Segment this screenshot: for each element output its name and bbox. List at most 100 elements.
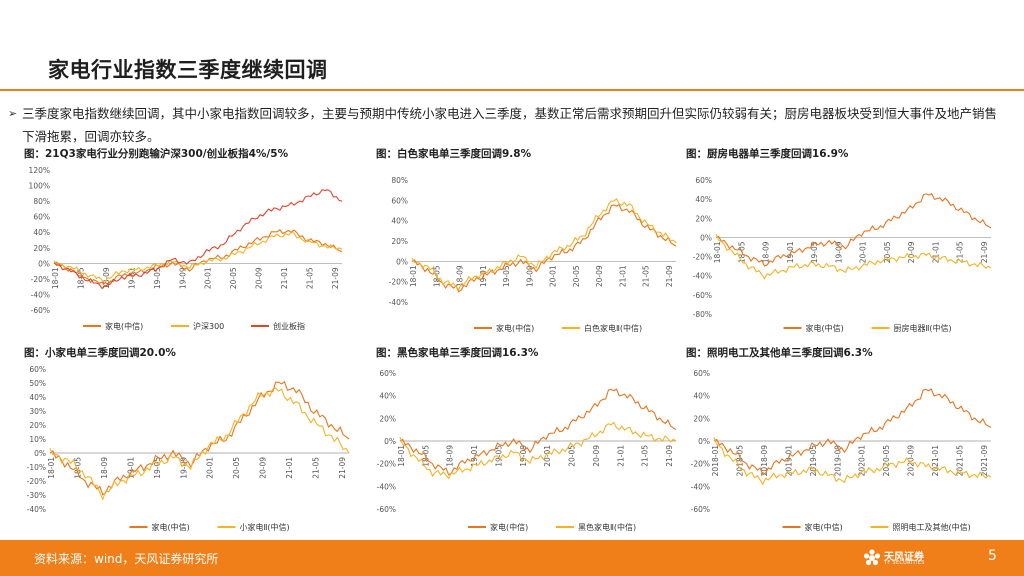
y-tick-label: 100%	[29, 182, 50, 191]
chart-title: 图：厨房电器单三季度回调16.9%	[686, 148, 849, 160]
chart-title: 图：黑色家电单三季度回调16.3%	[376, 347, 539, 359]
y-tick-label: 40%	[695, 195, 712, 204]
y-tick-label: -60%	[31, 306, 50, 315]
x-tick-label: 19-01	[786, 241, 795, 263]
x-tick-label: 18-09	[446, 445, 455, 467]
x-tick-label: 2020-05	[882, 445, 891, 477]
y-tick-label: 80%	[391, 176, 408, 185]
x-tick-label: 20-05	[883, 241, 892, 263]
x-tick-label: 18-01	[397, 445, 406, 467]
x-tick-label: 18-05	[73, 457, 82, 479]
y-tick-label: 50%	[29, 379, 46, 388]
x-tick-label: 18-01	[51, 267, 60, 289]
x-tick-label: 2018-01	[711, 445, 720, 477]
x-tick-label: 21-09	[338, 457, 347, 479]
x-tick-label: 20-01	[859, 241, 868, 263]
x-tick-label: 2019-09	[833, 445, 842, 477]
x-tick-label: 21-01	[285, 457, 294, 479]
y-tick-label: -40%	[389, 298, 408, 307]
x-tick-label: 19-05	[153, 457, 162, 479]
x-tick-label: 18-01	[409, 265, 418, 287]
x-tick-label: 18-09	[456, 265, 465, 287]
flower-logo-icon	[863, 549, 881, 566]
x-tick-label: 21-09	[980, 241, 989, 263]
x-tick-label: 20-09	[907, 241, 916, 263]
y-tick-label: -30%	[27, 491, 46, 500]
x-tick-label: 19-05	[494, 445, 503, 467]
legend-label: 黑色家电Ⅱ(中信)	[578, 522, 636, 532]
x-tick-label: 18-01	[713, 241, 722, 263]
series-line-1	[411, 198, 677, 291]
x-tick-label: 20-09	[255, 267, 264, 289]
x-tick-label: 18-05	[76, 267, 85, 289]
series-line-1	[49, 387, 350, 501]
y-tick-label: 40%	[693, 392, 710, 401]
x-tick-label: 20-01	[206, 457, 215, 479]
x-tick-label: 19-01	[127, 267, 136, 289]
source-note: 资料来源：wind，天风证券研究所	[34, 552, 219, 566]
legend-label: 家电(中信)	[490, 522, 528, 532]
x-tick-label: 21-05	[306, 267, 315, 289]
legend-label: 创业板指	[273, 321, 305, 331]
y-tick-label: -10%	[27, 463, 46, 472]
x-tick-label: 19-05	[502, 265, 511, 287]
y-tick-label: 0%	[698, 437, 710, 446]
x-tick-label: 2020-09	[907, 445, 916, 477]
chart-6-svg: 60% 40% 20% 0% -20% -40% -60% 2018-01 2018-05 201…	[691, 369, 992, 532]
legend-label: 白色家电Ⅱ(中信)	[584, 323, 642, 333]
x-tick-label: 21-09	[665, 445, 674, 467]
x-tick-label: 21-05	[312, 457, 321, 479]
chart-4-svg: 60% 50% 40% 30% 20% 10% 0% -10% -20% -30% -40% 18-0…	[27, 365, 350, 532]
y-tick-label: 0%	[384, 437, 396, 446]
y-tick-label: 60%	[29, 365, 46, 374]
x-tick-label: 21-01	[616, 445, 625, 467]
x-tick-label: 2018-05	[735, 445, 744, 477]
y-tick-label: 60%	[695, 176, 712, 185]
chart-title: 图：白色家电单三季度回调9.8%	[376, 148, 532, 160]
y-tick-label: 120%	[29, 166, 50, 175]
x-tick-label: 19-09	[834, 241, 843, 263]
logo-text: 天风证券	[884, 552, 924, 563]
y-tick-label: -60%	[377, 505, 396, 514]
company-logo: 天风证券 TF SECURITIES	[862, 546, 932, 570]
x-tick-label: 20-01	[549, 265, 558, 287]
chart-panel-5: 图：黑色家电单三季度回调16.3% 60% 40% 20% 0% -20% -40% -60…	[376, 345, 696, 532]
x-tick-label: 19-05	[153, 267, 162, 289]
y-tick-label: 30%	[29, 407, 46, 416]
legend-label: 家电(中信)	[806, 323, 844, 333]
y-tick-label: 60%	[391, 196, 408, 205]
series-line-1	[53, 232, 343, 284]
y-tick-label: -20%	[693, 253, 712, 262]
y-tick-label: -20%	[377, 460, 396, 469]
x-tick-label: 20-01	[543, 445, 552, 467]
title-underline	[0, 89, 1024, 91]
x-tick-label: 21-01	[618, 265, 627, 287]
series-line-0	[715, 192, 992, 267]
y-tick-label: -40%	[691, 482, 710, 491]
y-tick-label: 80%	[33, 197, 50, 206]
legend-label: 照明电工及其他(中信)	[893, 522, 971, 532]
legend-label: 沪深300	[193, 321, 224, 331]
y-tick-label: 10%	[29, 435, 46, 444]
y-tick-label: -20%	[389, 278, 408, 287]
x-tick-label: 2021-01	[931, 445, 940, 477]
y-tick-label: 20%	[379, 414, 396, 423]
chart-2-svg: 80%60%40%20%0%-20%-40%18-01 18-05 18-09 19-…	[389, 176, 677, 333]
y-tick-label: 20%	[391, 237, 408, 246]
y-tick-label: 20%	[33, 244, 50, 253]
chart-5-svg: 60%40%20%0%-20%-40%-60%18-01 18-05 18-09 19…	[377, 369, 677, 532]
x-tick-label: 19-09	[179, 457, 188, 479]
x-tick-label: 21-05	[641, 445, 650, 467]
series-line-0	[399, 388, 677, 476]
x-tick-label: 21-09	[665, 265, 674, 287]
series-line-0	[713, 388, 992, 476]
x-tick-label: 21-05	[642, 265, 651, 287]
y-tick-label: 40%	[379, 392, 396, 401]
bullet-paragraph: ➢ 三季度家电指数继续回调，其中小家电指数回调较多，主要与预期中传统小家电进入三…	[8, 102, 1002, 148]
x-tick-label: 21-05	[956, 241, 965, 263]
series-line-1	[713, 437, 992, 486]
y-tick-label: 0%	[38, 259, 50, 268]
series-line-0	[411, 203, 677, 293]
y-tick-label: 0%	[700, 233, 712, 242]
x-tick-label: 19-09	[519, 445, 528, 467]
